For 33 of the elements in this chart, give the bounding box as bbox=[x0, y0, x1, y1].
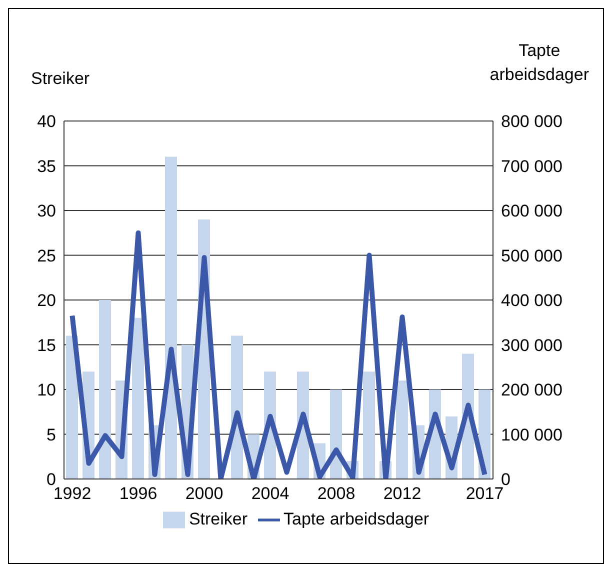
x-tick-label: 1992 bbox=[53, 484, 92, 504]
y-tick-label: 10 bbox=[37, 380, 56, 400]
y-tick-label: 15 bbox=[37, 336, 56, 355]
y2-tick-label: 500 000 bbox=[501, 246, 562, 266]
legend-label: Tapte arbeidsdager bbox=[284, 509, 430, 528]
bar bbox=[132, 318, 144, 479]
y2-tick-label: 100 000 bbox=[501, 425, 562, 444]
y-tick-label: 40 bbox=[37, 112, 56, 132]
y-tick-label: 20 bbox=[37, 291, 56, 310]
y2-tick-label: 200 000 bbox=[501, 380, 562, 400]
y-axis-title: Streiker bbox=[31, 69, 90, 89]
y2-tick-label: 700 000 bbox=[501, 156, 562, 176]
x-tick-label: 2000 bbox=[185, 484, 224, 504]
y-tick-label: 25 bbox=[37, 246, 56, 266]
x-tick-label: 2012 bbox=[383, 484, 422, 504]
y-tick-label: 30 bbox=[37, 202, 56, 221]
x-tick-label: 2004 bbox=[251, 484, 290, 504]
y2-tick-label: 600 000 bbox=[501, 202, 562, 221]
x-tick-label: 1996 bbox=[119, 484, 158, 504]
y2-tick-label: 400 000 bbox=[501, 291, 562, 310]
y2-axis-title: Tapte arbeidsdager bbox=[490, 40, 589, 86]
legend-label: Streiker bbox=[188, 509, 248, 528]
bar bbox=[66, 336, 78, 479]
bar bbox=[363, 372, 375, 479]
bar bbox=[99, 300, 111, 479]
bar bbox=[396, 380, 408, 479]
x-tick-label: 2008 bbox=[317, 484, 356, 504]
y2-tick-label: 300 000 bbox=[501, 336, 562, 355]
y-tick-label: 0 bbox=[46, 470, 56, 490]
x-tick-label: 2017 bbox=[466, 484, 504, 504]
y2-tick-label: 800 000 bbox=[501, 112, 562, 132]
y-tick-label: 35 bbox=[37, 156, 56, 176]
y-tick-label: 5 bbox=[46, 425, 56, 444]
